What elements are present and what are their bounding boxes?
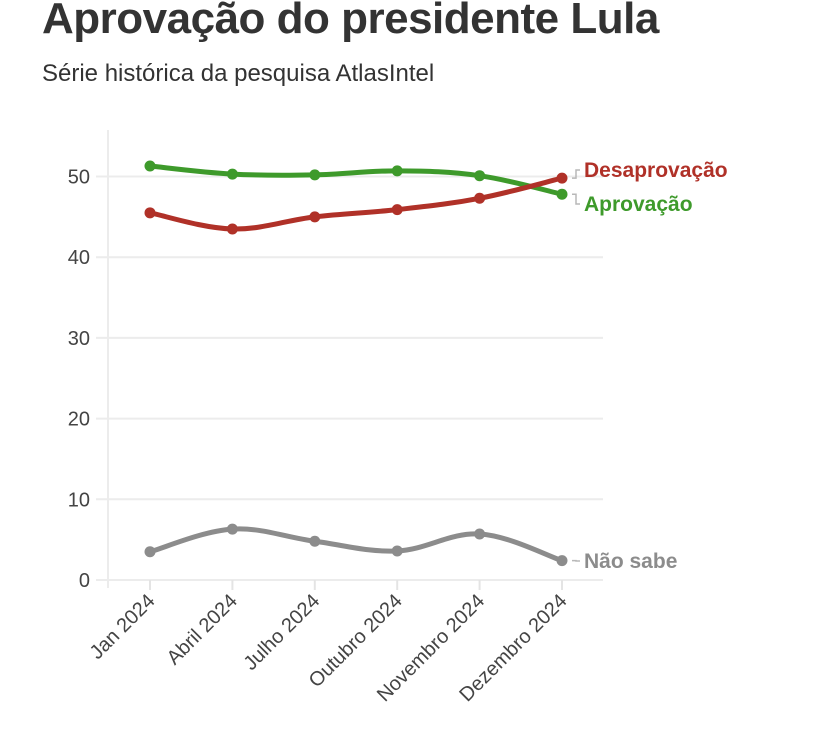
series-label-aprovacao: Aprovação — [584, 193, 693, 216]
data-point-desaprovacao — [556, 172, 568, 184]
data-point-aprovacao — [144, 160, 156, 172]
y-tick-label: 50 — [68, 167, 90, 189]
series-lines — [144, 160, 568, 567]
label-connector — [572, 193, 580, 205]
x-tick-label: Julho 2024 — [240, 590, 325, 675]
data-point-desaprovacao — [391, 204, 403, 216]
data-point-nao-sabe — [226, 523, 238, 535]
chart-subtitle: Série histórica da pesquisa AtlasIntel — [42, 60, 435, 87]
data-point-aprovacao — [226, 168, 238, 180]
y-axis-ticks: 0 10 20 30 40 50 — [68, 167, 90, 593]
chart-title: Aprovação do presidente Lula — [42, 0, 659, 43]
data-point-desaprovacao — [226, 223, 238, 235]
axes — [107, 130, 563, 590]
y-tick-label: 30 — [68, 328, 90, 350]
data-point-desaprovacao — [144, 207, 156, 219]
label-connector — [572, 169, 580, 179]
data-point-aprovacao — [309, 169, 321, 181]
data-point-aprovacao — [556, 188, 568, 200]
series-line-aprovacao — [147, 163, 565, 197]
gridlines — [96, 175, 603, 581]
data-point-nao-sabe — [556, 555, 568, 567]
y-tick-label: 0 — [79, 570, 90, 592]
series-label-nao-sabe: Não sabe — [584, 550, 677, 573]
data-point-nao-sabe — [309, 535, 321, 547]
data-point-nao-sabe — [391, 545, 403, 557]
y-tick-label: 20 — [68, 409, 90, 431]
series-line-desaprovacao — [147, 175, 565, 232]
series-end-labels: Desaprovação Aprovação Não sabe — [572, 159, 728, 573]
data-point-aprovacao — [391, 165, 403, 177]
data-point-desaprovacao — [309, 211, 321, 223]
series-line-nao-sabe — [147, 526, 565, 564]
series-label-desaprovacao: Desaprovação — [584, 159, 728, 182]
data-point-desaprovacao — [474, 192, 486, 204]
y-tick-label: 10 — [68, 489, 90, 511]
x-tick-label: Abril 2024 — [163, 590, 242, 669]
x-tick-label: Jan 2024 — [86, 590, 160, 664]
data-point-nao-sabe — [144, 546, 156, 558]
data-point-nao-sabe — [474, 528, 486, 540]
data-point-aprovacao — [474, 170, 486, 182]
y-tick-label: 40 — [68, 247, 90, 269]
